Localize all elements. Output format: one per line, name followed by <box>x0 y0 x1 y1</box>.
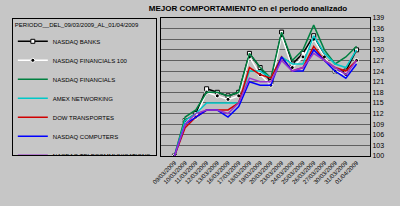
svg-text:NASDAQ COMPUTERS: NASDAQ COMPUTERS <box>53 134 118 140</box>
svg-text:16/03/2009: 16/03/2009 <box>205 159 231 185</box>
svg-text:NASDAQ BANKS: NASDAQ BANKS <box>53 39 100 45</box>
svg-text:10/03/2009: 10/03/2009 <box>163 159 189 185</box>
svg-text:18/03/2009: 18/03/2009 <box>227 159 253 185</box>
svg-text:100: 100 <box>372 152 384 159</box>
svg-text:NASDAQ TELECOMMUNICATIONS: NASDAQ TELECOMMUNICATIONS <box>53 153 150 155</box>
svg-text:09/03/2009: 09/03/2009 <box>152 159 178 185</box>
svg-text:112: 112 <box>372 110 383 117</box>
svg-text:124: 124 <box>372 68 384 75</box>
svg-text:136: 136 <box>372 25 384 32</box>
svg-text:109: 109 <box>372 121 384 128</box>
svg-text:27/03/2009: 27/03/2009 <box>302 159 328 185</box>
svg-text:115: 115 <box>372 99 383 106</box>
svg-text:106: 106 <box>372 131 384 138</box>
svg-text:MEJOR COMPORTAMIENTO en el per: MEJOR COMPORTAMIENTO en el periodo anali… <box>149 4 348 13</box>
svg-text:19/03/2009: 19/03/2009 <box>237 159 263 185</box>
svg-text:130: 130 <box>372 46 384 53</box>
svg-text:11/03/2009: 11/03/2009 <box>174 159 200 185</box>
svg-text:13/03/2009: 13/03/2009 <box>195 159 221 185</box>
svg-text:17/03/2009: 17/03/2009 <box>216 159 242 185</box>
svg-text:12/03/2009: 12/03/2009 <box>184 159 210 185</box>
svg-text:20/03/2009: 20/03/2009 <box>248 159 274 185</box>
svg-text:139: 139 <box>372 14 384 21</box>
svg-text:PERIODO__DEL_09/03/2009_AL_01/: PERIODO__DEL_09/03/2009_AL_01/04/2009 <box>15 22 139 28</box>
svg-text:118: 118 <box>372 89 383 96</box>
svg-text:133: 133 <box>372 36 384 43</box>
svg-text:NASDAQ FINANCIALS 100: NASDAQ FINANCIALS 100 <box>53 58 128 64</box>
svg-text:121: 121 <box>372 78 384 85</box>
svg-text:25/03/2009: 25/03/2009 <box>280 159 306 185</box>
svg-text:24/03/2009: 24/03/2009 <box>270 159 296 185</box>
svg-text:01/04/2009: 01/04/2009 <box>334 159 360 185</box>
svg-text:127: 127 <box>372 57 384 64</box>
svg-text:AMEX NETWORKING: AMEX NETWORKING <box>53 96 113 102</box>
svg-text:NASDAQ FINANCIALS: NASDAQ FINANCIALS <box>53 77 115 83</box>
svg-text:23/03/2009: 23/03/2009 <box>259 159 285 185</box>
svg-text:31/03/2009: 31/03/2009 <box>323 159 349 185</box>
svg-text:103: 103 <box>372 142 384 149</box>
svg-text:30/03/2009: 30/03/2009 <box>312 159 338 185</box>
svg-text:26/03/2009: 26/03/2009 <box>291 159 317 185</box>
svg-text:DOW TRANSPORTES: DOW TRANSPORTES <box>53 115 114 121</box>
